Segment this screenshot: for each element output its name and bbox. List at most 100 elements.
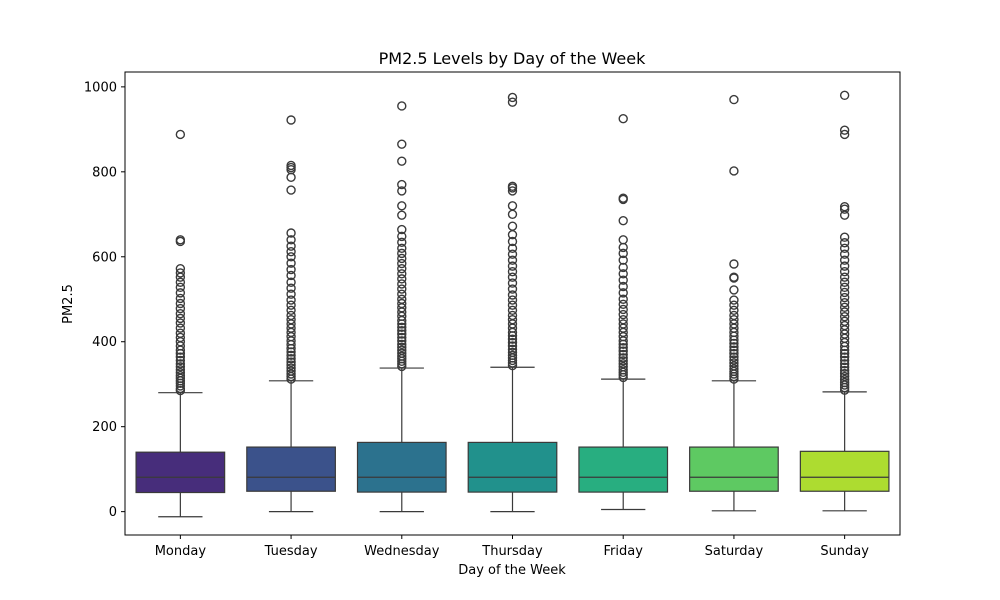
outlier-point-wednesday [397, 348, 407, 358]
outlier-point-saturday [729, 345, 739, 355]
outlier-point-friday [618, 114, 628, 124]
outlier-point-monday [175, 282, 186, 293]
outlier-point-wednesday [397, 201, 407, 211]
outlier-point-thursday [507, 209, 518, 219]
plot-area: 0 200 400 600 800 1000 Monday Tuesday Wednesday T… [84, 80, 890, 559]
outlier-point-thursday [507, 347, 518, 358]
outlier-point-wednesday [397, 322, 407, 332]
outlier-point-friday [618, 235, 628, 245]
outlier-point-thursday [507, 243, 518, 253]
outlier-point-friday [618, 309, 628, 320]
outlier-point-thursday [507, 305, 518, 315]
x-tick-label-saturday: Saturday [705, 544, 764, 559]
y-tick-label: 200 [92, 420, 117, 435]
box-saturday [689, 446, 779, 492]
outlier-point-friday [618, 349, 628, 360]
outlier-point-tuesday [286, 305, 296, 315]
outlier-point-wednesday [397, 342, 407, 352]
x-tick-label-monday: Monday [155, 544, 207, 559]
outlier-point-sunday [839, 302, 850, 313]
outlier-point-wednesday [397, 248, 407, 259]
outlier-point-monday [175, 328, 186, 338]
outlier-point-sunday [839, 352, 850, 362]
y-tick-label: 400 [92, 335, 117, 350]
outlier-point-sunday [839, 238, 850, 248]
outlier-point-saturday [729, 259, 739, 269]
outlier-point-friday [618, 346, 628, 356]
outlier-point-sunday [839, 320, 850, 331]
outlier-point-thursday [507, 97, 518, 107]
outlier-point-friday [618, 262, 628, 273]
outlier-point-tuesday [286, 360, 296, 370]
outlier-point-thursday [507, 295, 518, 305]
outlier-point-sunday [839, 362, 850, 372]
outlier-point-wednesday [397, 224, 407, 235]
outlier-point-monday [175, 371, 186, 381]
outlier-point-sunday [839, 316, 850, 327]
outlier-point-tuesday [286, 270, 296, 281]
outlier-point-wednesday [397, 298, 407, 309]
outlier-point-wednesday [397, 269, 407, 279]
outlier-point-wednesday [397, 179, 407, 190]
outlier-point-saturday [729, 338, 739, 349]
outlier-point-saturday [729, 272, 739, 282]
outlier-point-sunday [839, 307, 850, 317]
outlier-point-tuesday [286, 264, 296, 275]
outlier-point-tuesday [286, 258, 296, 268]
outlier-point-tuesday [286, 363, 296, 373]
outlier-point-thursday [507, 350, 518, 361]
outlier-point-wednesday [397, 284, 407, 294]
outlier-point-friday [618, 248, 628, 259]
outlier-point-tuesday [286, 235, 296, 245]
outlier-point-sunday [839, 255, 850, 265]
outlier-point-saturday [729, 342, 739, 352]
outlier-point-wednesday [397, 243, 407, 253]
outlier-point-thursday [507, 310, 518, 321]
outlier-point-monday [175, 362, 186, 372]
outlier-point-tuesday [286, 347, 296, 357]
outlier-point-wednesday [397, 332, 407, 343]
outlier-point-thursday [507, 181, 518, 191]
x-tick-label-friday: Friday [604, 544, 644, 559]
outlier-point-friday [618, 365, 628, 375]
outlier-point-wednesday [397, 339, 407, 349]
x-tick-label-wednesday: Wednesday [364, 544, 440, 559]
outlier-point-tuesday [286, 185, 296, 195]
outlier-point-friday [618, 215, 628, 226]
outlier-point-thursday [507, 300, 518, 310]
outlier-point-thursday [507, 278, 518, 288]
outlier-point-sunday [839, 261, 850, 271]
outlier-point-friday [618, 319, 628, 329]
outlier-point-friday [618, 353, 628, 363]
outlier-point-thursday [507, 92, 518, 103]
outlier-point-saturday [729, 166, 739, 176]
outlier-point-sunday [839, 297, 850, 308]
outlier-point-wednesday [397, 289, 407, 299]
y-axis-label: PM2.5 [61, 284, 76, 324]
outlier-point-friday [618, 269, 628, 279]
outlier-point-friday [618, 342, 628, 353]
outlier-point-sunday [839, 374, 850, 385]
outlier-point-thursday [507, 290, 518, 300]
outlier-point-monday [175, 308, 186, 319]
outlier-point-thursday [507, 314, 518, 325]
outlier-point-sunday [839, 282, 850, 293]
outlier-point-sunday [839, 368, 850, 379]
outlier-point-monday [175, 268, 186, 278]
outlier-point-sunday [839, 266, 850, 277]
outlier-point-sunday [839, 311, 850, 322]
outlier-point-friday [618, 275, 628, 285]
outlier-point-monday [175, 293, 186, 304]
outlier-point-thursday [507, 334, 518, 344]
outlier-point-monday [175, 318, 186, 328]
outlier-point-wednesday [397, 263, 407, 274]
plot-frame [124, 71, 901, 536]
outlier-point-wednesday [397, 325, 407, 336]
outlier-point-wednesday [397, 253, 407, 264]
outlier-point-monday [175, 323, 186, 333]
outlier-point-tuesday [286, 228, 296, 238]
y-tick-label: 0 [109, 505, 117, 520]
outlier-point-monday [175, 368, 186, 378]
